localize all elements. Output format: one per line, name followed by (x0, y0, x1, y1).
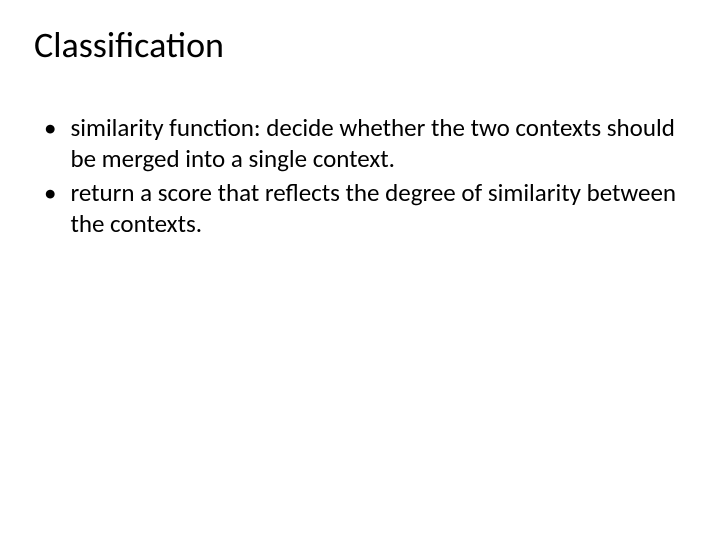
slide-title: Classification (34, 24, 686, 67)
bullet-list: • similarity function: decide whether th… (34, 113, 686, 239)
bullet-text: similarity function: decide whether the … (70, 113, 686, 174)
bullet-item: • return a score that reflects the degre… (44, 178, 686, 239)
bullet-item: • similarity function: decide whether th… (44, 113, 686, 174)
bullet-marker-icon: • (44, 178, 56, 209)
slide-container: Classification • similarity function: de… (0, 0, 720, 540)
bullet-marker-icon: • (44, 113, 56, 144)
bullet-text: return a score that reflects the degree … (70, 178, 686, 239)
